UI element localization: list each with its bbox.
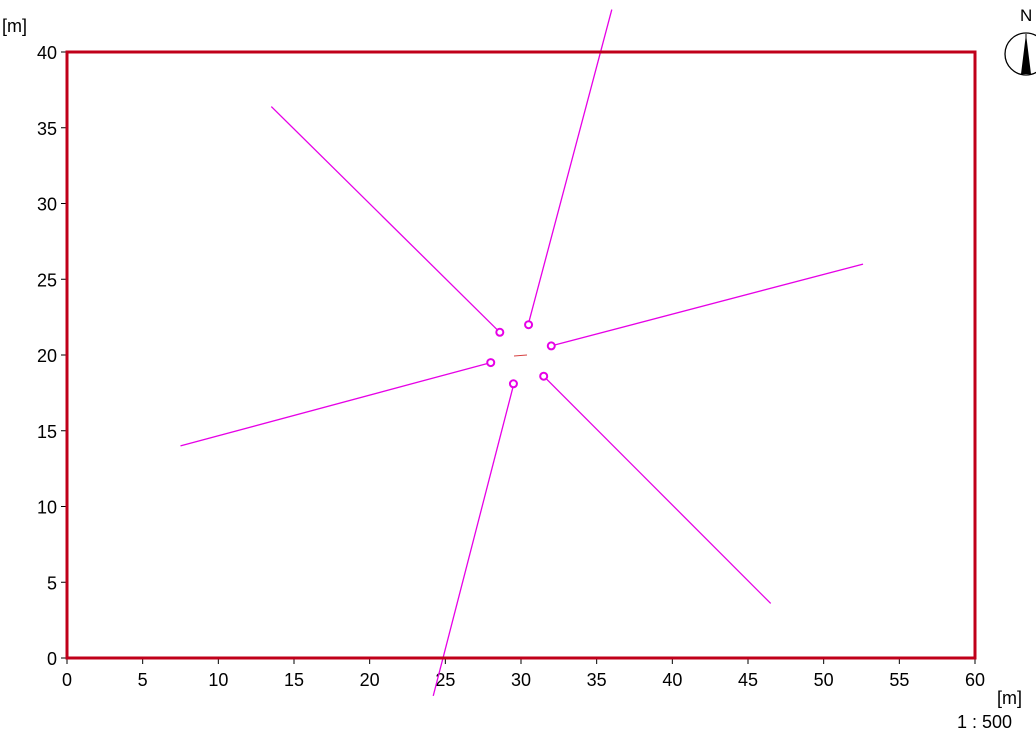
x-tick-label: 0 [62,670,72,690]
marker-east [546,341,556,351]
y-tick-label: 20 [37,346,57,366]
y-axis-unit: [m] [2,16,27,36]
x-tick-label: 30 [511,670,531,690]
well-markers [486,320,556,389]
arm-southeast [543,375,772,604]
marker-southeast [539,371,549,381]
y-tick-label: 25 [37,270,57,290]
x-tick-label: 35 [587,670,607,690]
arm-west [180,361,491,447]
arm-south [432,385,515,697]
x-tick-label: 20 [360,670,380,690]
y-tick-label: 10 [37,498,57,518]
x-tick-label: 25 [435,670,455,690]
north-label: N [1020,6,1032,25]
arm-north [527,9,613,324]
x-tick-label: 5 [138,670,148,690]
y-tick-label: 0 [47,649,57,669]
arm-east [551,263,864,347]
north-arrow-icon [1004,32,1036,76]
arm-northwest [270,106,501,333]
y-tick-label: 35 [37,119,57,139]
marker-north [524,320,534,330]
y-tick-label: 5 [47,573,57,593]
x-tick-label: 45 [738,670,758,690]
x-tick-label: 40 [662,670,682,690]
scale-label: 1 : 500 [957,712,1012,732]
x-axis-unit: [m] [997,688,1022,708]
x-tick-label: 60 [965,670,985,690]
x-tick-label: 50 [814,670,834,690]
axis-ticks: 0 5 10 15 20 25 30 35 40 45 50 55 60 0 5 10 15 20 25 30 35 40 [37,43,985,690]
center-mark [513,354,528,357]
x-tick-label: 15 [284,670,304,690]
y-tick-label: 30 [37,195,57,215]
marker-northwest [495,327,505,337]
marker-west [486,358,496,368]
y-tick-label: 40 [37,43,57,63]
pipe-lines [180,9,864,697]
y-tick-label: 15 [37,422,57,442]
x-tick-label: 10 [208,670,228,690]
plot-frame [65,50,977,660]
marker-south [508,379,518,389]
x-tick-label: 55 [889,670,909,690]
